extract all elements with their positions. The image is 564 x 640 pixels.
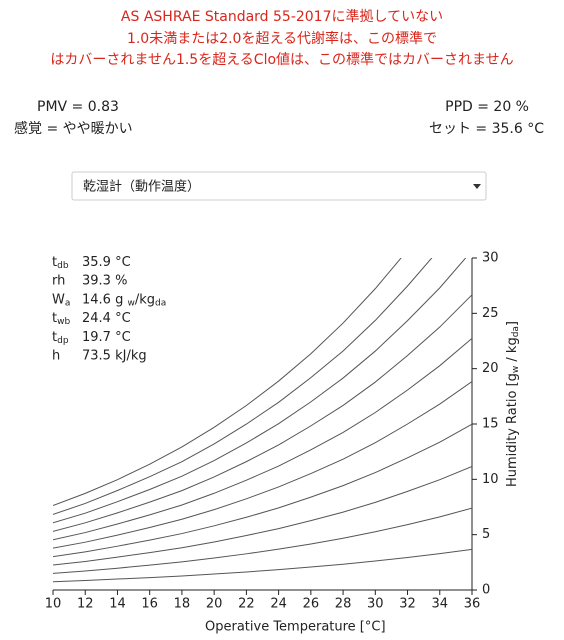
text-part: t — [52, 255, 57, 270]
warning-line: 1.0未満または2.0を超える代謝率は、この標準で — [127, 30, 437, 47]
subscript: dp — [57, 335, 69, 345]
y-axis-label: Humidity Ratio [gw / kgda] — [505, 321, 521, 487]
text-part: / kg — [505, 337, 520, 365]
subscript: wb — [57, 317, 70, 327]
reading-label: tdb — [52, 255, 69, 271]
set: セット = 35.6 °C — [429, 121, 544, 137]
subscript: da — [155, 298, 166, 308]
text-part: rh — [52, 273, 65, 288]
warning-line: AS ASHRAE Standard 55-2017に準拠していない — [121, 9, 443, 25]
y-tick-label: 20 — [482, 361, 499, 376]
x-tick-label: 26 — [303, 597, 320, 612]
subscript: db — [57, 261, 69, 271]
sensation: 感覚 = やや暖かい — [14, 120, 133, 137]
text-part: h — [52, 348, 60, 363]
text-part: t — [52, 311, 57, 326]
plot-lines — [53, 258, 472, 583]
text-part: ] — [505, 321, 520, 326]
reading-label: tdp — [52, 329, 69, 345]
x-tick-label: 32 — [399, 597, 416, 612]
text-part: 39.3 % — [82, 273, 127, 288]
subscript: w — [511, 366, 521, 373]
text-part: W — [52, 292, 65, 307]
text-part: t — [52, 329, 57, 344]
reading-label: rh — [52, 273, 65, 288]
dropdown-box[interactable] — [71, 171, 487, 201]
y-tick-label: 5 — [482, 527, 490, 542]
dropdown-value[interactable]: 乾湿計（動作温度） — [83, 179, 200, 195]
y-tick-label: 15 — [482, 417, 499, 432]
rh-curve — [53, 466, 472, 566]
reading-value: 24.4 °C — [82, 311, 131, 326]
y-tick-label: 0 — [482, 583, 490, 598]
x-tick-label: 14 — [109, 597, 126, 612]
x-tick-label: 22 — [238, 597, 255, 612]
rh-curve — [53, 258, 467, 524]
rh-curve — [53, 423, 472, 558]
reading-value: 73.5 kJ/kg — [82, 348, 147, 363]
x-tick-label: 34 — [431, 597, 448, 612]
text-part: 35.9 °C — [82, 255, 131, 270]
rh-curve — [53, 381, 472, 549]
rh-curve — [53, 548, 472, 583]
x-tick-label: 10 — [45, 597, 62, 612]
pmv: PMV = 0.83 — [37, 99, 119, 115]
reading-value: 14.6 g w/kgda — [82, 292, 166, 308]
y-tick-label: 30 — [482, 251, 499, 266]
text-part: 24.4 °C — [82, 311, 131, 326]
x-axis-label: Operative Temperature [°C] — [205, 620, 386, 635]
reading-value: 35.9 °C — [82, 255, 131, 270]
rh-curve — [53, 337, 472, 541]
x-tick-label: 30 — [367, 597, 384, 612]
subscript: w — [127, 298, 134, 308]
rh-curve — [53, 258, 433, 515]
x-tick-label: 12 — [77, 597, 94, 612]
subscript: da — [511, 326, 521, 337]
text-part: 14.6 g — [82, 292, 127, 307]
warning-line: はカバーされません1.5を超えるClo値は、この標準ではカバーされません — [50, 52, 513, 68]
x-tick-label: 16 — [141, 597, 158, 612]
text-part: Humidity Ratio [g — [505, 373, 520, 487]
rh-curve — [53, 258, 402, 507]
x-tick-label: 28 — [335, 597, 352, 612]
ppd: PPD = 20 % — [445, 99, 529, 115]
text-part: 73.5 kJ/kg — [82, 348, 147, 363]
x-tick-label: 18 — [174, 597, 191, 612]
reading-label: twb — [52, 311, 70, 327]
x-tick-label: 24 — [270, 597, 287, 612]
reading-label: h — [52, 348, 60, 363]
text-part: /kg — [135, 292, 155, 307]
reading-value: 19.7 °C — [82, 329, 131, 344]
dropdown-arrow[interactable] — [473, 184, 481, 189]
subscript: a — [65, 298, 71, 308]
dropdown[interactable]: 乾湿計（動作温度） — [71, 171, 487, 201]
y-tick-label: 25 — [482, 306, 499, 321]
y-tick-label: 10 — [482, 472, 499, 487]
reading-value: 39.3 % — [82, 273, 127, 288]
rh-curve — [53, 507, 472, 574]
reading-label: Wa — [52, 292, 70, 308]
x-tick-label: 36 — [464, 597, 481, 612]
text-part: 19.7 °C — [82, 329, 131, 344]
x-tick-label: 20 — [206, 597, 223, 612]
rh-curve — [53, 294, 472, 532]
